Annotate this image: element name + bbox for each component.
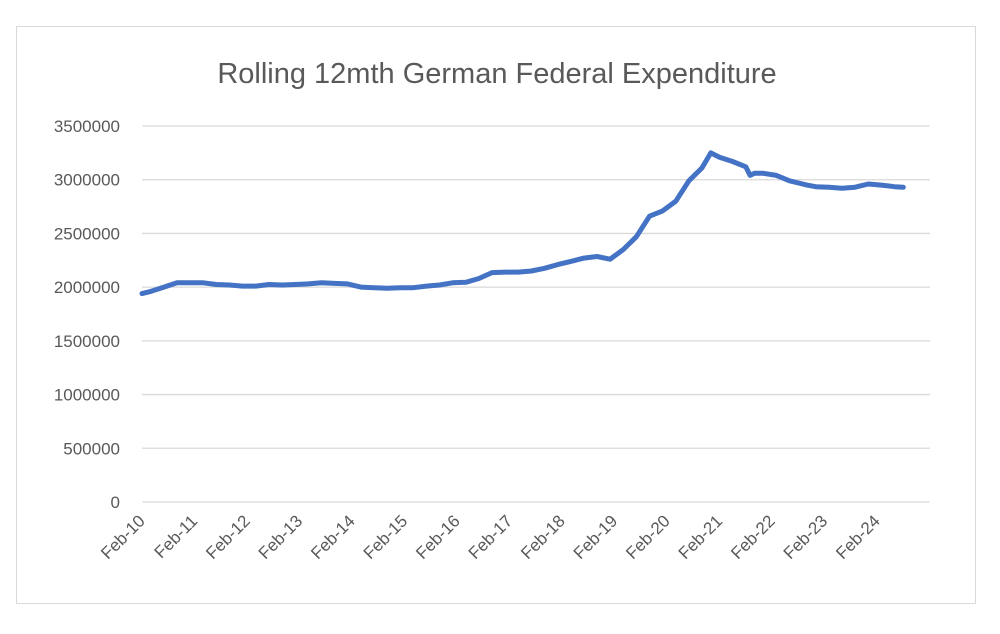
x-tick-label: Feb-14 xyxy=(307,511,359,563)
x-tick-label: Feb-19 xyxy=(570,511,622,563)
x-tick-label: Feb-18 xyxy=(517,511,569,563)
x-tick-label: Feb-11 xyxy=(151,511,202,562)
y-tick-label: 1500000 xyxy=(54,332,120,351)
x-tick-label: Feb-23 xyxy=(780,511,832,563)
y-tick-label: 0 xyxy=(111,493,120,512)
chart-title: Rolling 12mth German Federal Expenditure xyxy=(217,58,776,90)
x-tick-label: Feb-24 xyxy=(832,511,884,563)
y-tick-label: 1000000 xyxy=(54,386,120,405)
y-tick-label: 2500000 xyxy=(54,224,120,243)
y-tick-label: 500000 xyxy=(63,439,120,458)
x-tick-label: Feb-13 xyxy=(255,511,307,563)
x-tick-label: Feb-15 xyxy=(360,511,412,563)
y-tick-label: 3000000 xyxy=(54,171,120,190)
series-line xyxy=(139,150,906,297)
x-tick-label: Feb-21 xyxy=(675,511,727,563)
x-tick-label: Feb-17 xyxy=(465,511,517,563)
y-tick-label: 2000000 xyxy=(54,278,120,297)
x-tick-label: Feb-20 xyxy=(622,511,674,563)
x-tick-label: Feb-22 xyxy=(727,511,779,563)
x-tick-label: Feb-16 xyxy=(412,511,464,563)
y-tick-label: 3500000 xyxy=(54,117,120,136)
x-tick-label: Feb-12 xyxy=(202,511,254,563)
x-tick-label: Feb-10 xyxy=(97,511,149,563)
chart-frame xyxy=(16,26,976,604)
